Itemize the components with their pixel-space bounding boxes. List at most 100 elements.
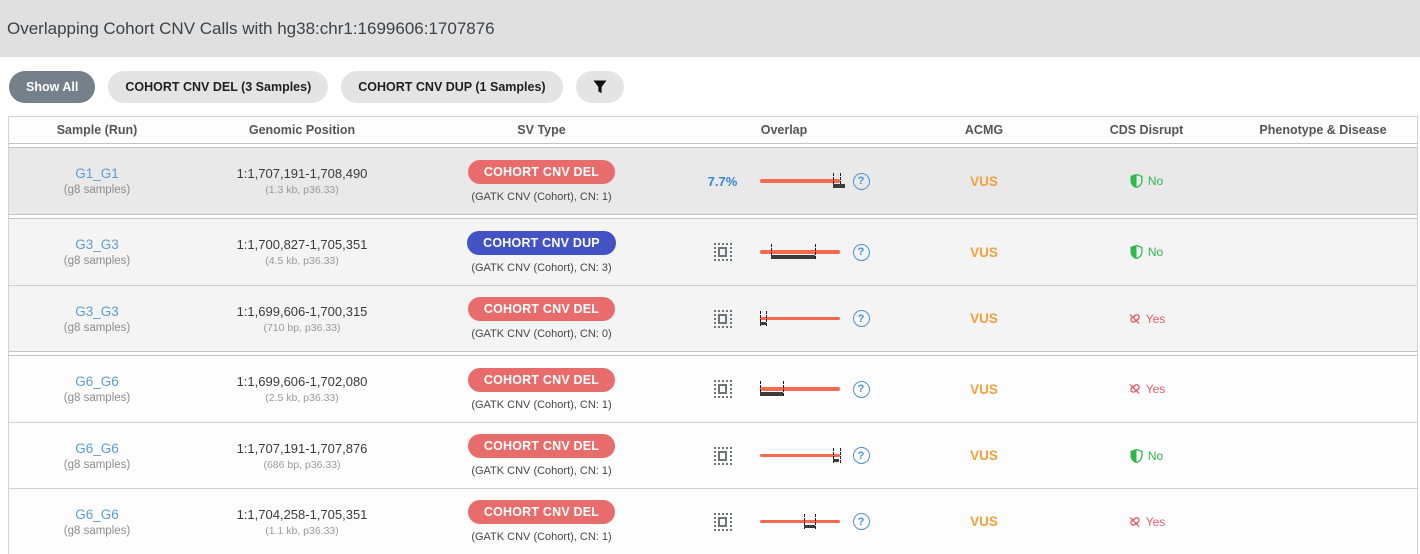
help-icon[interactable]: ? <box>852 310 870 327</box>
cohort-cnv-del-filter-button[interactable]: COHORT CNV DEL (3 Samples) <box>108 71 329 103</box>
sv-caller-label: (GATK CNV (Cohort), CN: 0) <box>471 328 612 340</box>
sample-cell: G3_G3 (g8 samples) <box>9 237 185 267</box>
filter-button[interactable] <box>575 71 624 103</box>
sample-run-label: (g8 samples) <box>63 458 131 471</box>
sample-run-label: (g8 samples) <box>63 524 131 537</box>
sv-type-cell: COHORT CNV DEL (GATK CNV (Cohort), CN: 1… <box>419 159 664 203</box>
region-select-icon[interactable] <box>713 309 732 328</box>
region-select-icon[interactable] <box>713 446 732 465</box>
sv-type-cell: COHORT CNV DUP (GATK CNV (Cohort), CN: 3… <box>419 230 664 274</box>
sv-type-cell: COHORT CNV DEL (GATK CNV (Cohort), CN: 0… <box>419 297 664 340</box>
sv-caller-label: (GATK CNV (Cohort), CN: 1) <box>471 398 612 411</box>
sv-type-badge: COHORT CNV DEL <box>467 297 616 321</box>
table-row: G3_G3 (g8 samples) 1:1,699,606-1,700,315… <box>9 285 1417 351</box>
table-row: G6_G6 (g8 samples) 1:1,704,258-1,705,351… <box>9 488 1417 554</box>
sample-link[interactable]: G6_G6 <box>75 440 119 456</box>
query-region-line <box>759 179 840 183</box>
acmg-classification[interactable]: VUS <box>970 514 998 529</box>
genomic-position-size: (4.5 kb, p36.33) <box>265 255 339 267</box>
genomic-position-size: (686 bp, p36.33) <box>263 458 341 471</box>
broken-link-icon <box>1129 516 1140 527</box>
sample-link[interactable]: G3_G3 <box>75 237 119 252</box>
cds-disrupt-cell: No <box>1064 448 1229 463</box>
genomic-position: 1:1,707,191-1,707,876 <box>236 440 368 456</box>
genomic-position-cell: 1:1,699,606-1,702,080 (2.5 kb, p36.33) <box>185 374 419 404</box>
sv-type-badge: COHORT CNV DEL <box>467 367 616 392</box>
group-divider <box>9 351 1417 356</box>
shield-icon <box>1130 174 1143 188</box>
genomic-position-cell: 1:1,707,191-1,707,876 (686 bp, p36.33) <box>185 441 419 471</box>
acmg-classification[interactable]: VUS <box>970 381 998 397</box>
overlap-tick-start <box>832 173 834 188</box>
overlap-bar <box>759 310 840 328</box>
acmg-classification[interactable]: VUS <box>970 244 998 260</box>
sv-type-cell: COHORT CNV DEL (GATK CNV (Cohort), CN: 1… <box>419 500 664 543</box>
shield-icon <box>1130 245 1143 259</box>
acmg-cell: VUS <box>904 514 1064 529</box>
overlap-tick-start <box>771 244 773 259</box>
region-select-icon[interactable] <box>713 380 732 398</box>
query-region-line <box>759 519 840 523</box>
column-header-overlap: Overlap <box>760 123 808 137</box>
genomic-position-cell: 1:1,699,606-1,700,315 (710 bp, p36.33) <box>185 304 419 334</box>
column-header-position: Genomic Position <box>248 123 356 137</box>
acmg-classification[interactable]: VUS <box>970 311 998 326</box>
overlap-tick-end <box>815 244 817 259</box>
region-select-icon[interactable] <box>713 243 732 261</box>
overlap-cell: ? <box>664 512 904 531</box>
sample-link[interactable]: G3_G3 <box>75 303 119 319</box>
cds-disrupt-cell: Yes <box>1064 515 1229 529</box>
acmg-classification[interactable]: VUS <box>970 173 998 189</box>
cds-disrupt-cell: No <box>1064 174 1229 188</box>
cnv-call-segment <box>804 524 816 528</box>
table-header-row: Sample (Run) Genomic Position SV Type Ov… <box>9 117 1417 143</box>
overlap-bar <box>759 380 840 398</box>
page-title-bar: Overlapping Cohort CNV Calls with hg38:c… <box>0 0 1420 57</box>
table-row: G3_G3 (g8 samples) 1:1,700,827-1,705,351… <box>9 219 1417 285</box>
filter-chips-row: Show All COHORT CNV DEL (3 Samples) COHO… <box>0 57 1420 115</box>
cds-disrupt-cell: Yes <box>1064 382 1229 396</box>
cohort-cnv-dup-filter-button[interactable]: COHORT CNV DUP (1 Samples) <box>341 71 563 103</box>
cnv-call-segment <box>832 184 846 188</box>
overlap-tick-end <box>766 310 768 326</box>
sample-link[interactable]: G6_G6 <box>75 374 119 389</box>
sv-type-cell: COHORT CNV DEL (GATK CNV (Cohort), CN: 1… <box>419 434 664 477</box>
genomic-position: 1:1,700,827-1,705,351 <box>236 237 368 252</box>
acmg-classification[interactable]: VUS <box>970 448 998 463</box>
acmg-cell: VUS <box>904 448 1064 463</box>
genomic-position-size: (1.1 kb, p36.33) <box>265 524 339 537</box>
sample-cell: G3_G3 (g8 samples) <box>9 304 185 334</box>
overlap-tick-end <box>839 447 841 463</box>
sample-link[interactable]: G1_G1 <box>75 166 119 181</box>
help-icon[interactable]: ? <box>852 243 870 261</box>
overlap-cell: ? <box>664 446 904 465</box>
help-icon[interactable]: ? <box>852 447 870 464</box>
sample-run-label: (g8 samples) <box>63 184 131 196</box>
genomic-position: 1:1,699,606-1,700,315 <box>236 303 368 319</box>
query-region-line <box>759 387 840 391</box>
overlap-percent: 7.7% <box>707 173 738 189</box>
sample-cell: G6_G6 (g8 samples) <box>9 441 185 471</box>
sv-type-badge: COHORT CNV DUP <box>467 230 616 255</box>
overlap-tick-start <box>804 513 806 529</box>
genomic-position-cell: 1:1,707,191-1,708,490 (1.3 kb, p36.33) <box>185 166 419 196</box>
cnv-call-segment <box>832 458 840 462</box>
genomic-position-size: (2.5 kb, p36.33) <box>265 392 339 404</box>
sample-run-label: (g8 samples) <box>63 321 131 334</box>
genomic-position-size: (710 bp, p36.33) <box>263 321 341 334</box>
genomic-position: 1:1,699,606-1,702,080 <box>236 374 368 389</box>
help-icon[interactable]: ? <box>852 172 870 190</box>
sample-group-g3: G3_G3 (g8 samples) 1:1,700,827-1,705,351… <box>9 219 1417 351</box>
help-icon[interactable]: ? <box>852 380 870 398</box>
sample-link[interactable]: G6_G6 <box>75 506 119 522</box>
show-all-filter-button[interactable]: Show All <box>9 71 96 103</box>
sv-type-badge: COHORT CNV DEL <box>467 434 616 458</box>
cds-disrupt-value: Yes <box>1145 311 1166 326</box>
table-row: G6_G6 (g8 samples) 1:1,699,606-1,702,080… <box>9 356 1417 422</box>
region-select-icon[interactable] <box>713 512 732 531</box>
genomic-position-cell: 1:1,704,258-1,705,351 (1.1 kb, p36.33) <box>185 507 419 537</box>
help-icon[interactable]: ? <box>852 513 870 530</box>
overlap-bar <box>759 243 840 261</box>
sv-caller-label: (GATK CNV (Cohort), CN: 1) <box>471 465 612 477</box>
overlap-tick-end <box>839 173 841 188</box>
